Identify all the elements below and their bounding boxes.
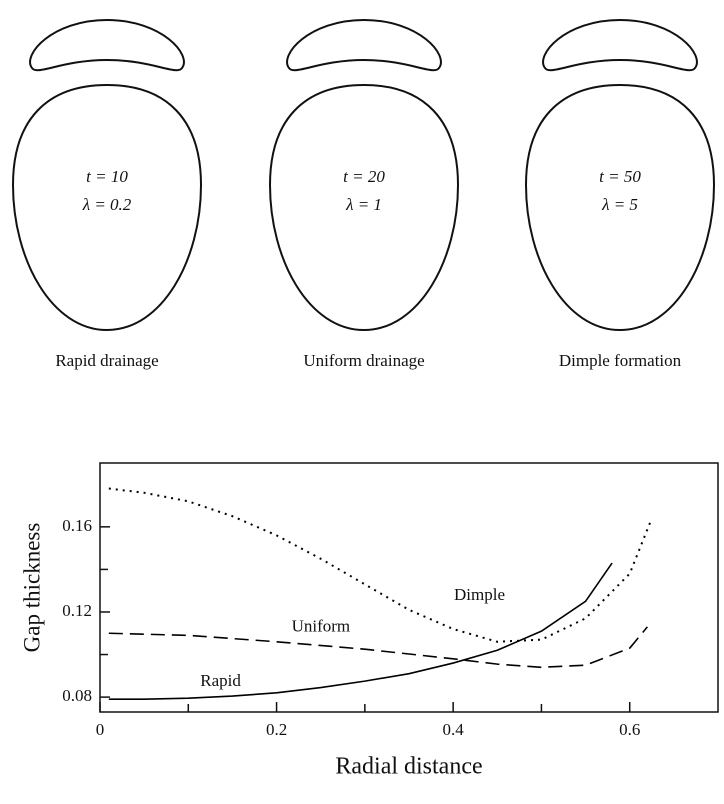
- time-label: t = 10: [86, 167, 128, 186]
- film-cap: [542, 19, 698, 72]
- plot-frame: [99, 462, 719, 713]
- y-axis-label: Gap thickness: [19, 523, 44, 653]
- x-axis-label: Radial distance: [335, 754, 482, 780]
- series-label: Uniform: [292, 617, 351, 636]
- x-tick-label: 0.2: [266, 720, 287, 739]
- series-label: Dimple: [454, 585, 505, 604]
- lambda-label: λ = 0.2: [82, 195, 132, 214]
- diagrams: t = 10 λ = 0.2 Rapid drainage t = 20 λ = 1 Un…: [12, 19, 715, 370]
- y-tick-label: 0.12: [62, 601, 92, 620]
- series-line: [108, 562, 613, 701]
- series-line: [108, 487, 653, 643]
- y-tick-label: 0.08: [62, 686, 92, 705]
- film-cap: [286, 19, 442, 72]
- series-label: Rapid: [200, 671, 241, 690]
- x-tick-label: 0: [96, 720, 105, 739]
- drop-diagram: t = 20 λ = 1 Uniform drainage: [269, 19, 459, 370]
- series-line: [108, 626, 648, 669]
- x-tick-label: 0.6: [619, 720, 640, 739]
- caption: Dimple formation: [559, 351, 682, 370]
- chart: 0.08 0.12 0.16 0 0.2 0.4 0.6 Radial distance Gap…: [19, 462, 719, 780]
- film-cap: [29, 19, 185, 72]
- caption: Uniform drainage: [303, 351, 424, 370]
- time-label: t = 50: [599, 167, 641, 186]
- drop-diagram: t = 10 λ = 0.2 Rapid drainage: [12, 19, 202, 370]
- lambda-label: λ = 1: [345, 195, 382, 214]
- caption: Rapid drainage: [55, 351, 158, 370]
- time-label: t = 20: [343, 167, 385, 186]
- drop-diagram: t = 50 λ = 5 Dimple formation: [525, 19, 715, 370]
- y-tick-label: 0.16: [62, 516, 92, 535]
- lambda-label: λ = 5: [601, 195, 638, 214]
- x-tick-label: 0.4: [443, 720, 465, 739]
